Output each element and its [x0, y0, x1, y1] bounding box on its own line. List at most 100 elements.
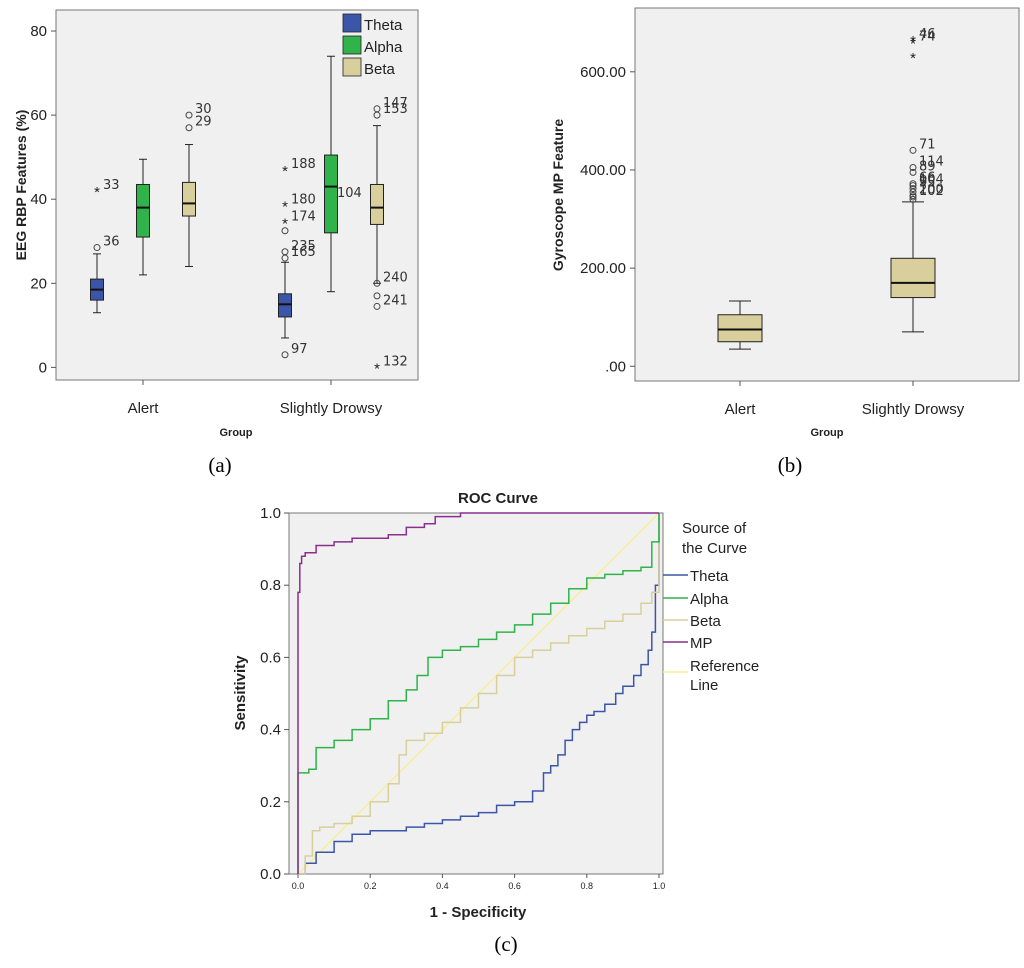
outlier-star-beta-slightly-drowsy: *	[374, 360, 380, 377]
c-xtick-label: 0.4	[436, 881, 449, 891]
panel-c-yticks: 0.0 0.2 0.4 0.6 0.8 1.0	[260, 505, 289, 883]
legend-c-mp: MP	[690, 635, 713, 652]
outlier-circle-mp-slightly-drowsy	[909, 168, 917, 176]
outlier-label-theta-slightly-drowsy: 180	[291, 193, 316, 208]
c-xtick-label: 0.8	[581, 881, 594, 891]
outlier-star-mp-slightly-drowsy: *	[910, 33, 916, 50]
outlier-circle-beta-slightly-drowsy	[373, 302, 381, 310]
roc-line-mp	[297, 512, 659, 874]
legend-swatch-beta	[342, 57, 362, 77]
legend-swatch-alpha	[342, 35, 362, 55]
outlier-label-mp-slightly-drowsy: 200	[919, 182, 944, 197]
outlier-circle-theta-slightly-drowsy	[281, 248, 289, 256]
panel-a-xticks: Alert Slightly Drowsy	[128, 380, 383, 417]
panel-c-legend: Source of the Curve Theta Alpha Beta MP …	[663, 520, 759, 694]
outlier-label-theta-slightly-drowsy: 97	[291, 342, 308, 357]
panel-c-xlabel: 1 - Specificity	[430, 904, 527, 921]
legend-label-alpha: Alpha	[364, 39, 403, 56]
panel-a-legend: Theta Alpha Beta	[342, 13, 403, 78]
box-mp-slightly-drowsy	[890, 257, 936, 299]
outlier-label-mp-slightly-drowsy: 104	[919, 173, 944, 188]
ytick-label: 20	[30, 275, 47, 292]
outlier-label-mp-slightly-drowsy: 74	[919, 29, 936, 44]
panel-b-ylabel: Gyroscope MP Feature	[550, 119, 566, 271]
panel-c-title: ROC Curve	[458, 490, 538, 507]
outlier-circle-theta-alert	[93, 244, 101, 252]
ytick-label: 600.00	[580, 64, 626, 81]
outlier-label-mp-slightly-drowsy: 71	[919, 137, 936, 152]
panel-label-c: (c)	[494, 932, 517, 956]
outlier-circle-beta-alert	[185, 111, 193, 119]
xtick-label-slightly-drowsy: Slightly Drowsy	[280, 400, 383, 417]
outlier-circle-theta-slightly-drowsy	[281, 351, 289, 359]
outlier-label-theta-slightly-drowsy: 174	[291, 209, 316, 224]
legend-c-reference-2: Line	[690, 677, 718, 694]
outlier-circle-mp-slightly-drowsy	[909, 195, 917, 203]
outlier-label-theta-slightly-drowsy: 188	[291, 157, 316, 172]
outlier-star-theta-slightly-drowsy: *	[282, 199, 288, 216]
panel-b-boxplot: Gyroscope MP Feature Group .00 200.00 400.…	[550, 7, 1020, 439]
c-ytick-label: 0.8	[260, 577, 281, 594]
panel-a-ylabel: EEG RBP Features (%)	[13, 110, 29, 261]
c-xtick-label: 1.0	[653, 881, 666, 891]
ytick-label: 60	[30, 107, 47, 124]
outlier-label-theta-slightly-drowsy: 165	[291, 245, 316, 260]
xtick-label-alert: Alert	[128, 400, 160, 417]
outlier-label-alpha-slightly-drowsy: 104	[337, 186, 362, 201]
outlier-circle-beta-slightly-drowsy	[373, 292, 381, 300]
legend-swatch-theta	[342, 13, 362, 33]
panel-label-a: (a)	[208, 453, 231, 477]
c-ytick-label: 1.0	[260, 505, 281, 522]
outlier-star-mp-slightly-drowsy: *	[910, 50, 916, 67]
outlier-label-beta-slightly-drowsy: 240	[383, 270, 408, 285]
c-ytick-label: 0.4	[260, 722, 281, 739]
outlier-label-beta-slightly-drowsy: 132	[383, 354, 408, 369]
panel-b-yticks: .00 200.00 400.00 600.00	[580, 64, 635, 375]
outlier-label-mp-slightly-drowsy: 46	[919, 27, 936, 42]
outlier-label-beta-slightly-drowsy: 241	[383, 293, 408, 308]
outlier-label-theta-alert: 36	[103, 235, 120, 250]
panel-c-ylabel: Sensitivity	[232, 655, 249, 731]
legend-c-beta: Beta	[690, 613, 722, 630]
panel-a-boxplot: EEG RBP Features (%) Group 0 20 40 60 80 Ale…	[13, 9, 419, 439]
ytick-label: 200.00	[580, 260, 626, 277]
outlier-circle-theta-slightly-drowsy	[281, 227, 289, 235]
panel-b-xticks: Alert Slightly Drowsy	[725, 381, 965, 418]
outlier-label-theta-slightly-drowsy: 235	[291, 239, 316, 254]
ytick-label: 40	[30, 191, 47, 208]
c-ytick-label: 0.6	[260, 649, 281, 666]
box-beta-alert	[182, 181, 196, 217]
outlier-circle-beta-slightly-drowsy	[373, 105, 381, 113]
roc-line-beta	[298, 513, 660, 875]
panel-c-xticks: 0.0 0.2 0.4 0.6 0.8 1.0	[292, 874, 666, 891]
outlier-star-theta-slightly-drowsy: *	[282, 163, 288, 180]
box-theta-slightly-drowsy	[278, 293, 292, 318]
outlier-star-theta-alert: *	[94, 184, 100, 201]
panel-c-lines	[297, 512, 660, 875]
legend-label-beta: Beta	[364, 61, 396, 78]
outlier-label-mp-slightly-drowsy: 95	[919, 176, 936, 191]
panel-a-xlabel: Group	[220, 427, 253, 439]
xtick-label-alert: Alert	[725, 401, 757, 418]
outlier-label-beta-alert: 30	[195, 102, 212, 117]
legend-title-line2: the Curve	[682, 540, 747, 557]
outlier-label-beta-slightly-drowsy: 153	[383, 102, 408, 117]
ytick-label: .00	[605, 358, 626, 375]
outlier-label-beta-alert: 29	[195, 115, 212, 130]
panel-b-plot-area	[634, 7, 1020, 382]
ytick-label: 400.00	[580, 162, 626, 179]
ytick-label: 0	[39, 359, 47, 376]
panel-c-plot-area	[288, 512, 664, 875]
outlier-circle-mp-slightly-drowsy	[909, 182, 917, 190]
c-ytick-label: 0.2	[260, 794, 281, 811]
outlier-circle-beta-slightly-drowsy	[373, 279, 381, 287]
outlier-label-mp-slightly-drowsy: 102	[919, 184, 944, 199]
xtick-label-slightly-drowsy: Slightly Drowsy	[862, 401, 965, 418]
panel-b-xlabel: Group	[811, 427, 844, 439]
box-mp-alert	[717, 314, 763, 343]
outlier-circle-mp-slightly-drowsy	[909, 180, 917, 188]
outlier-circle-mp-slightly-drowsy	[909, 146, 917, 154]
